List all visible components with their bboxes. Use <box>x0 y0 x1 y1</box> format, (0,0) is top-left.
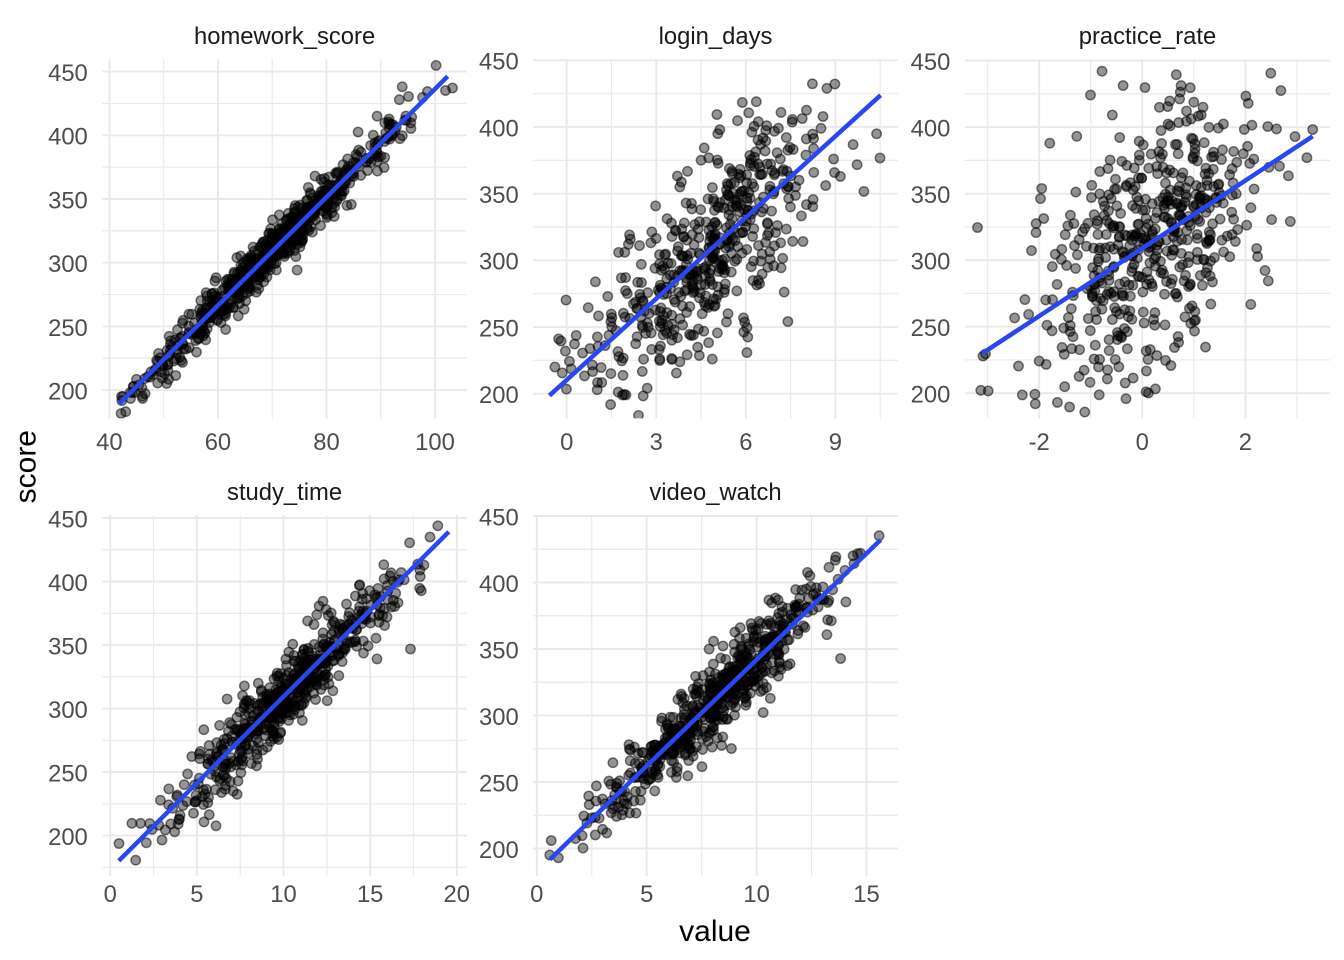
svg-text:homework_score: homework_score <box>194 23 375 50</box>
svg-text:200: 200 <box>479 382 519 409</box>
svg-text:5: 5 <box>640 881 653 908</box>
svg-text:250: 250 <box>911 315 951 342</box>
svg-text:200: 200 <box>911 382 951 409</box>
svg-text:200: 200 <box>48 824 88 851</box>
svg-text:15: 15 <box>357 881 383 908</box>
svg-text:450: 450 <box>911 49 951 76</box>
svg-text:250: 250 <box>48 760 88 787</box>
svg-text:0: 0 <box>1136 429 1149 456</box>
svg-text:400: 400 <box>479 571 519 598</box>
svg-text:100: 100 <box>415 429 455 456</box>
svg-text:350: 350 <box>911 182 951 209</box>
svg-text:450: 450 <box>48 506 88 533</box>
svg-text:200: 200 <box>479 837 519 864</box>
svg-text:80: 80 <box>313 429 339 456</box>
svg-text:5: 5 <box>190 881 203 908</box>
svg-text:0: 0 <box>530 881 543 908</box>
svg-text:400: 400 <box>48 124 88 151</box>
svg-text:450: 450 <box>48 60 88 87</box>
svg-text:350: 350 <box>48 633 88 660</box>
svg-text:250: 250 <box>479 315 519 342</box>
svg-text:10: 10 <box>743 881 769 908</box>
svg-text:300: 300 <box>479 704 519 731</box>
svg-text:60: 60 <box>205 429 231 456</box>
svg-text:study_time: study_time <box>227 479 342 506</box>
svg-text:300: 300 <box>479 249 519 276</box>
svg-text:200: 200 <box>48 379 88 406</box>
svg-text:350: 350 <box>479 637 519 664</box>
svg-text:450: 450 <box>479 504 519 531</box>
svg-text:practice_rate: practice_rate <box>1079 23 1217 50</box>
svg-text:300: 300 <box>911 249 951 276</box>
svg-text:0: 0 <box>560 429 573 456</box>
svg-text:450: 450 <box>479 49 519 76</box>
svg-text:400: 400 <box>48 570 88 597</box>
svg-text:250: 250 <box>48 315 88 342</box>
svg-text:250: 250 <box>479 770 519 797</box>
svg-text:300: 300 <box>48 251 88 278</box>
svg-text:-2: -2 <box>1029 429 1050 456</box>
svg-text:300: 300 <box>48 697 88 724</box>
svg-text:video_watch: video_watch <box>649 479 781 506</box>
svg-text:10: 10 <box>270 881 296 908</box>
svg-text:400: 400 <box>479 115 519 142</box>
svg-text:350: 350 <box>48 187 88 214</box>
svg-text:400: 400 <box>911 116 951 143</box>
svg-text:40: 40 <box>96 429 122 456</box>
svg-text:score: score <box>10 430 43 503</box>
svg-text:15: 15 <box>853 881 879 908</box>
svg-text:9: 9 <box>829 429 842 456</box>
svg-text:0: 0 <box>104 881 117 908</box>
svg-text:350: 350 <box>479 182 519 209</box>
svg-text:login_days: login_days <box>659 23 773 50</box>
svg-text:20: 20 <box>444 881 470 908</box>
svg-text:6: 6 <box>739 429 752 456</box>
svg-text:3: 3 <box>650 429 663 456</box>
svg-text:value: value <box>679 915 751 948</box>
svg-text:2: 2 <box>1239 429 1252 456</box>
